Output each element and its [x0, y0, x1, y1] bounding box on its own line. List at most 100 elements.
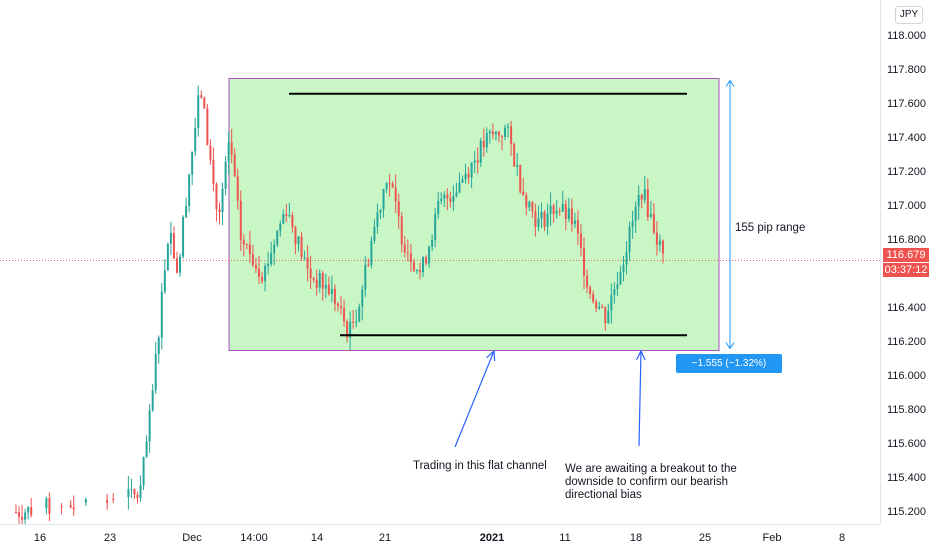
candle-body: [376, 212, 379, 227]
candle-body: [352, 321, 355, 323]
candle-body: [182, 217, 185, 257]
candle-body: [473, 160, 476, 163]
candle-body: [209, 145, 212, 160]
candle-body: [112, 499, 115, 501]
candle-body: [455, 192, 458, 197]
currency-button[interactable]: JPY: [895, 6, 923, 24]
time-tick: 8: [838, 532, 846, 544]
candle-body: [516, 164, 519, 167]
candle-body: [412, 262, 415, 271]
price-tick: 115.200: [887, 506, 926, 518]
range-arrow-bottom: [725, 342, 735, 350]
candle-body: [370, 240, 373, 265]
candle-body: [470, 162, 473, 178]
price-tick: 116.000: [887, 370, 926, 382]
price-axis[interactable]: 118.000 117.800 117.600 117.400 117.200 117.0…: [880, 0, 932, 524]
candle-body: [440, 198, 443, 202]
candle-body: [154, 354, 157, 391]
candle-body: [233, 154, 236, 177]
candle-body: [361, 289, 364, 307]
candle-body: [628, 226, 631, 252]
candle-body: [285, 213, 288, 216]
arrow-left-shaft: [454, 350, 495, 448]
arrow-right-head: [635, 349, 646, 361]
candle-body: [583, 248, 586, 276]
candle-body: [601, 306, 604, 308]
price-tick: 117.400: [887, 132, 926, 144]
candle-body: [24, 512, 27, 520]
price-tick: 116.400: [887, 302, 926, 314]
candle-body: [221, 188, 224, 213]
candle-body: [282, 213, 285, 224]
candle-body: [394, 187, 397, 202]
candle-body: [537, 218, 540, 228]
time-axis[interactable]: 16 23 Dec 14:00 14 21 2021 11 18 25 Feb 8: [0, 524, 880, 551]
candle-body: [133, 488, 136, 495]
candle-body: [364, 264, 367, 290]
candle-body: [157, 337, 160, 355]
candle-body: [415, 269, 418, 271]
candle-body: [215, 183, 218, 210]
candle-body: [312, 278, 315, 280]
candle-body: [643, 189, 646, 200]
candle-body: [464, 173, 467, 180]
candle-body: [343, 307, 346, 322]
candle-body: [69, 504, 72, 508]
candle-body: [573, 220, 576, 225]
candle-body: [355, 321, 358, 323]
candle-body: [18, 512, 21, 517]
candle-body: [349, 321, 352, 338]
candle-body: [145, 441, 148, 457]
price-tick: 116.200: [887, 336, 926, 348]
candle-body: [227, 142, 230, 162]
candle-body: [418, 269, 421, 273]
candle-body: [561, 203, 564, 212]
candle-body: [188, 174, 191, 206]
candle-body: [30, 507, 33, 516]
candle-body: [142, 456, 145, 486]
time-tick: 14: [310, 532, 324, 544]
candle-body: [72, 507, 75, 510]
candle-body: [586, 275, 589, 288]
candle-body: [504, 127, 507, 137]
price-tick: 117.800: [887, 64, 926, 76]
candle-body: [488, 131, 491, 134]
candle-body: [379, 209, 382, 213]
candle-body: [276, 231, 279, 245]
candle-body: [251, 254, 254, 266]
candle-body: [528, 202, 531, 208]
candle-body: [540, 211, 543, 219]
candle-body: [446, 194, 449, 199]
candle-body: [482, 140, 485, 148]
candle-body: [151, 390, 154, 411]
time-tick: Dec: [182, 532, 202, 544]
candle-body: [634, 206, 637, 222]
countdown-label: 03:37:12: [883, 263, 929, 277]
candle-body: [564, 203, 567, 220]
candle-body: [218, 209, 221, 213]
price-tick: 115.600: [887, 438, 926, 450]
candle-body: [552, 205, 555, 214]
candle-body: [625, 251, 628, 265]
candle-body: [467, 173, 470, 178]
chart-canvas[interactable]: [0, 0, 880, 524]
candle-body: [491, 131, 494, 135]
candle-body: [646, 189, 649, 218]
candle-body: [160, 291, 163, 338]
chart-area[interactable]: −1.555 (−1.32%) −155.5 155 pip range Tra…: [0, 0, 880, 524]
time-tick: 16: [33, 532, 47, 544]
candle-body: [267, 264, 270, 267]
candle-body: [510, 126, 513, 145]
price-tick: 115.400: [887, 472, 926, 484]
candle-body: [501, 135, 503, 137]
candle-body: [336, 303, 339, 307]
candle-body: [400, 216, 403, 245]
last-price-label: 116.679: [883, 248, 929, 262]
candle-body: [212, 159, 215, 184]
candle-body: [106, 499, 109, 504]
candle-body: [458, 182, 461, 193]
note-left: Trading in this flat channel: [413, 460, 547, 472]
candle-body: [258, 268, 260, 277]
candle-body: [525, 195, 528, 208]
candle-body: [598, 306, 601, 309]
